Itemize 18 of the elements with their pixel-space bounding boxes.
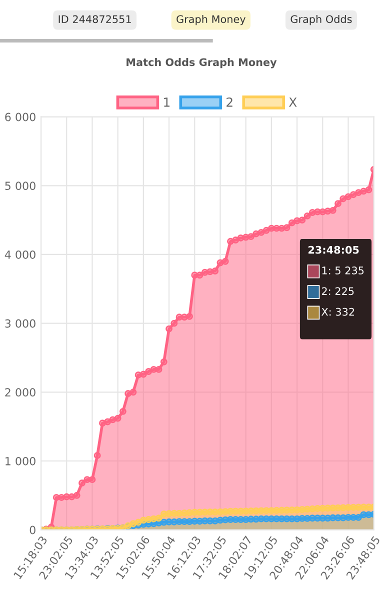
legend-label: 1 (164, 98, 170, 107)
annotation: 1: 5 235 (322, 266, 364, 274)
y-tick-label: 3 000 (5, 319, 36, 328)
text: Graph Money (176, 15, 246, 26)
annotation: 23:48:05 (308, 246, 359, 254)
y-tick-label: 0 (30, 526, 36, 534)
chart-title: Match Odds Graph Money (126, 58, 277, 68)
y-tick-label: 1 000 (6, 456, 36, 466)
y-tick-label: 2 000 (5, 388, 36, 397)
y-tick-label: 6 000 (5, 112, 36, 122)
text: Graph Odds (290, 15, 352, 26)
legend-label: X (288, 98, 297, 107)
y-tick-label: 4 000 (4, 250, 36, 259)
text: ID 244872551 (58, 15, 131, 24)
legend-label: 2 (226, 97, 232, 107)
annotation: X: 332 (322, 308, 354, 316)
y-tick-label: 5 000 (5, 182, 36, 190)
annotation: 2: 225 (322, 287, 354, 296)
